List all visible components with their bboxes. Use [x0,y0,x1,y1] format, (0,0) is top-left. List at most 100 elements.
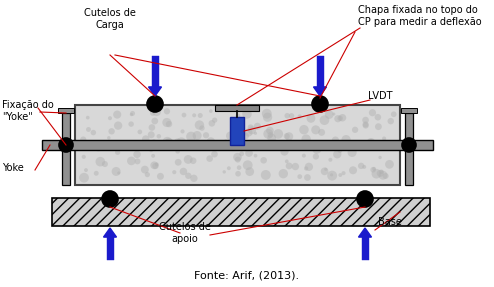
Circle shape [85,141,94,150]
Circle shape [327,171,337,181]
Circle shape [128,121,134,127]
Circle shape [199,125,205,131]
Circle shape [94,171,99,176]
Circle shape [95,144,102,152]
Circle shape [402,138,416,152]
Circle shape [243,133,249,139]
Circle shape [162,118,171,127]
Circle shape [260,157,267,164]
Circle shape [267,134,276,143]
Polygon shape [149,87,162,96]
Circle shape [235,157,241,163]
Circle shape [281,147,288,156]
Circle shape [263,129,273,139]
Circle shape [173,138,182,147]
Circle shape [141,166,149,174]
Circle shape [372,167,376,170]
Circle shape [352,127,358,133]
Circle shape [180,129,185,133]
Circle shape [172,170,176,174]
Circle shape [150,110,156,116]
Circle shape [86,127,91,132]
Bar [362,237,369,260]
Circle shape [117,143,123,148]
Bar [75,105,400,185]
Circle shape [391,111,397,117]
Circle shape [176,137,186,147]
Circle shape [165,139,170,145]
Circle shape [113,110,122,119]
Circle shape [224,139,228,143]
Circle shape [163,137,172,146]
Circle shape [378,156,382,159]
Circle shape [134,158,140,164]
Circle shape [245,149,253,157]
Bar [230,117,244,145]
Circle shape [192,113,196,117]
Circle shape [190,157,197,164]
Circle shape [301,134,311,144]
Circle shape [341,135,351,144]
Circle shape [363,121,369,127]
Circle shape [145,172,150,177]
Circle shape [385,160,394,169]
Circle shape [79,173,89,183]
Circle shape [305,163,313,171]
Circle shape [84,168,88,172]
Bar [152,56,159,87]
Circle shape [266,127,274,134]
Circle shape [297,114,302,119]
Circle shape [307,114,315,123]
Text: Base: Base [378,217,402,227]
Text: Chapa fixada no topo do
CP para medir a deflexão: Chapa fixada no topo do CP para medir a … [358,5,482,27]
Circle shape [230,118,236,123]
Bar [107,237,114,260]
Circle shape [263,113,272,122]
Circle shape [166,121,172,127]
Circle shape [313,153,319,160]
Circle shape [254,123,261,130]
Circle shape [164,108,170,115]
Circle shape [151,139,156,144]
Circle shape [117,171,121,174]
Circle shape [108,116,112,120]
Circle shape [311,125,320,134]
Circle shape [247,124,253,131]
Circle shape [337,115,343,121]
Circle shape [363,123,369,129]
Circle shape [130,113,133,116]
Circle shape [268,132,273,138]
Circle shape [108,128,115,135]
Text: Fonte: Arif, (2013).: Fonte: Arif, (2013). [195,270,299,280]
Circle shape [86,116,89,119]
Circle shape [302,154,306,158]
Circle shape [149,124,155,131]
Circle shape [327,144,333,150]
Circle shape [329,158,332,162]
Circle shape [152,163,159,169]
Circle shape [102,191,118,207]
Circle shape [182,113,186,117]
Circle shape [299,125,309,134]
Circle shape [312,145,322,154]
Circle shape [137,129,142,134]
Circle shape [152,107,161,116]
Circle shape [370,167,376,172]
Circle shape [194,140,199,145]
Circle shape [321,168,329,175]
Circle shape [228,139,238,148]
Circle shape [357,191,373,207]
Circle shape [304,166,308,170]
Circle shape [299,143,307,151]
Circle shape [285,160,288,163]
Circle shape [261,170,271,180]
Text: Yoke: Yoke [2,163,24,173]
Circle shape [341,171,346,175]
Circle shape [262,109,272,119]
Circle shape [285,113,290,119]
Bar [317,56,324,87]
Circle shape [209,109,213,113]
Circle shape [291,163,299,170]
Circle shape [184,155,193,164]
Circle shape [369,109,376,116]
